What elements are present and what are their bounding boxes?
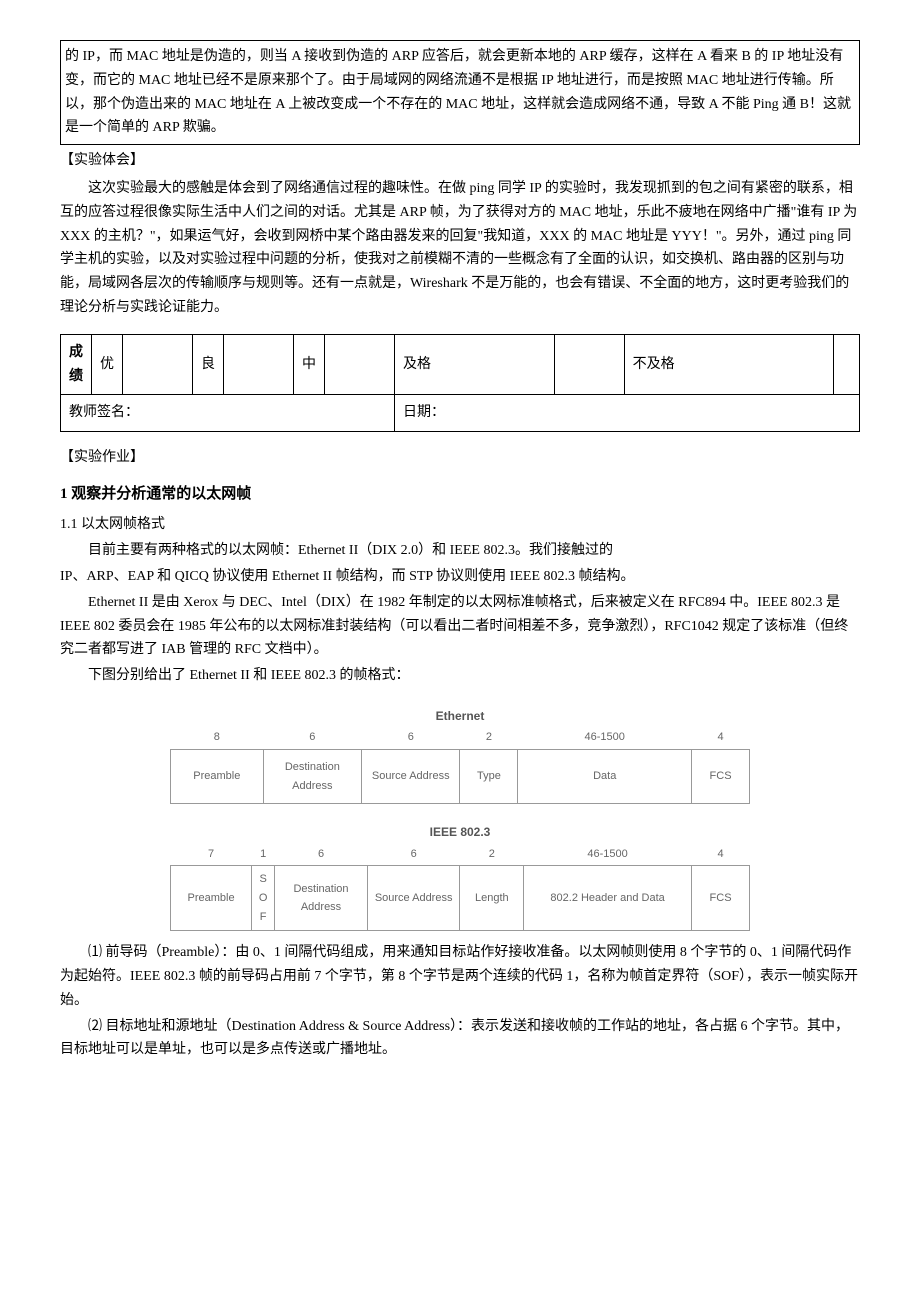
- frame-field-cell: Destination Address: [263, 750, 361, 804]
- grade-liang: 良: [193, 334, 224, 395]
- frame-field-cell: FCS: [692, 866, 750, 931]
- grade-bujige: 不及格: [624, 334, 833, 395]
- ethernet-diagram: Ethernet 866246-15004 PreambleDestinatio…: [170, 706, 750, 804]
- grade-label: 成绩: [61, 334, 92, 395]
- sec1-p4: 下图分别给出了 Ethernet II 和 IEEE 802.3 的帧格式：: [60, 664, 860, 688]
- frame-width-cell: 4: [692, 728, 750, 749]
- sec1-p3: Ethernet II 是由 Xerox 与 DEC、Intel（DIX）在 1…: [60, 591, 860, 662]
- frame-field-cell: FCS: [692, 750, 750, 804]
- frame-width-cell: 2: [460, 845, 524, 866]
- frame-field-cell: S O F: [252, 866, 275, 931]
- experience-label: 【实验体会】: [60, 149, 860, 173]
- grade-yu-blank: [123, 334, 193, 395]
- frame-width-cell: 2: [460, 728, 518, 749]
- date-field: 日期：: [395, 395, 860, 432]
- frame-width-cell: 46-1500: [524, 845, 692, 866]
- arp-spoof-box: 的 IP，而 MAC 地址是伪造的，则当 A 接收到伪造的 ARP 应答后，就会…: [60, 40, 860, 145]
- frame-field-cell: Destination Address: [275, 866, 368, 931]
- frame-field-cell: Source Address: [367, 866, 460, 931]
- ieee-title: IEEE 802.3: [170, 822, 750, 842]
- ieee-frame-table: 7166246-15004 PreambleS O FDestination A…: [170, 845, 750, 932]
- frame-width-cell: 46-1500: [518, 728, 692, 749]
- desc-item2: ⑵ 目标地址和源地址（Destination Address & Source …: [60, 1015, 860, 1063]
- frame-field-cell: Source Address: [362, 750, 460, 804]
- ieee-diagram: IEEE 802.3 7166246-15004 PreambleS O FDe…: [170, 822, 750, 931]
- desc-item1: ⑴ 前导码（Preamble）：由 0、1 间隔代码组成，用来通知目标站作好接收…: [60, 941, 860, 1012]
- section1-sub: 1.1 以太网帧格式: [60, 513, 860, 537]
- frame-width-cell: 6: [362, 728, 460, 749]
- grade-zhong: 中: [294, 334, 325, 395]
- frame-width-cell: 4: [692, 845, 750, 866]
- frame-field-cell: Type: [460, 750, 518, 804]
- frame-width-cell: 7: [171, 845, 252, 866]
- grade-bujige-blank: [834, 334, 860, 395]
- grade-zhong-blank: [325, 334, 395, 395]
- teacher-sign: 教师签名：: [61, 395, 395, 432]
- sec1-p2: IP、ARP、EAP 和 QICQ 协议使用 Ethernet II 帧结构，而…: [60, 565, 860, 589]
- frame-width-cell: 8: [171, 728, 264, 749]
- frame-width-cell: 1: [252, 845, 275, 866]
- frame-width-cell: 6: [263, 728, 361, 749]
- section1-title: 1 观察并分析通常的以太网帧: [60, 482, 860, 508]
- grade-liang-blank: [224, 334, 294, 395]
- experience-text: 这次实验最大的感触是体会到了网络通信过程的趣味性。在做 ping 同学 IP 的…: [60, 177, 860, 320]
- grade-jige: 及格: [395, 334, 555, 395]
- frame-field-cell: Length: [460, 866, 524, 931]
- frame-field-cell: Preamble: [171, 866, 252, 931]
- homework-label: 【实验作业】: [60, 446, 860, 470]
- frame-field-cell: Preamble: [171, 750, 264, 804]
- ethernet-frame-table: 866246-15004 PreambleDestination Address…: [170, 728, 750, 804]
- arp-spoof-text: 的 IP，而 MAC 地址是伪造的，则当 A 接收到伪造的 ARP 应答后，就会…: [65, 45, 855, 140]
- sec1-p1: 目前主要有两种格式的以太网帧：Ethernet II（DIX 2.0）和 IEE…: [60, 539, 860, 563]
- grade-table: 成绩 优 良 中 及格 不及格 教师签名： 日期：: [60, 334, 860, 432]
- grade-yu: 优: [92, 334, 123, 395]
- grade-jige-blank: [554, 334, 624, 395]
- ethernet-title: Ethernet: [170, 706, 750, 726]
- frame-field-cell: Data: [518, 750, 692, 804]
- frame-width-cell: 6: [275, 845, 368, 866]
- frame-width-cell: 6: [367, 845, 460, 866]
- frame-field-cell: 802.2 Header and Data: [524, 866, 692, 931]
